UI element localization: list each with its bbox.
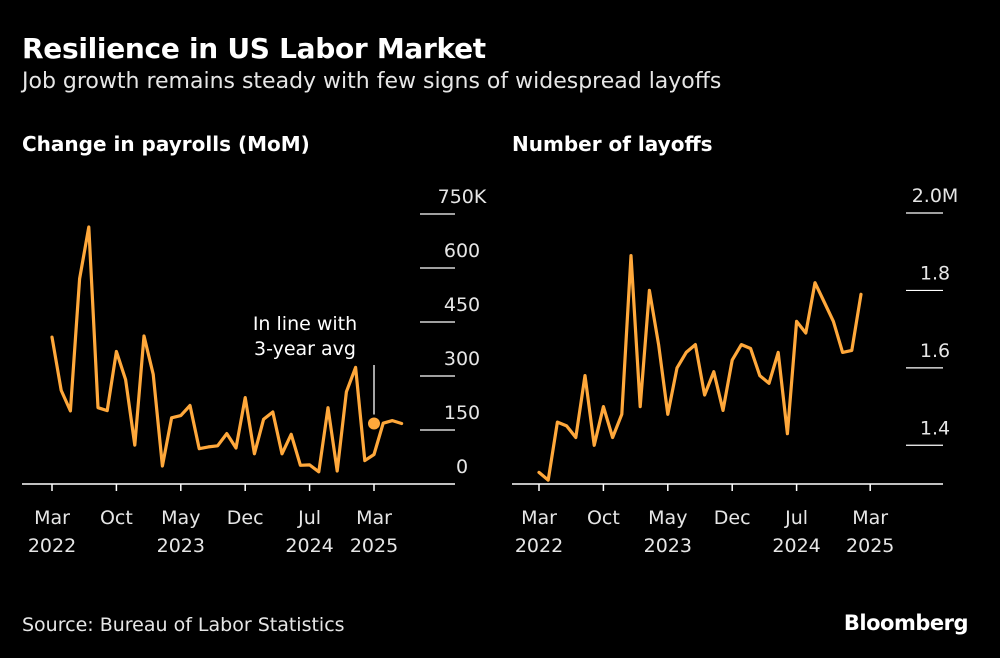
x-tick-year: 2025 xyxy=(350,535,398,557)
annotation-line1: In line with xyxy=(253,313,357,335)
x-tick-year: 2025 xyxy=(846,535,894,557)
y-tick-label: 750K xyxy=(438,186,487,208)
y-tick-label: 2.0M xyxy=(912,185,959,207)
x-tick-label: Jul xyxy=(784,507,808,529)
x-tick-label: May xyxy=(161,507,200,529)
x-tick-label: Oct xyxy=(587,507,620,529)
x-tick-label: Mar xyxy=(521,507,557,529)
highlight-point xyxy=(368,417,380,430)
x-tick-year: 2024 xyxy=(285,535,333,557)
x-tick-year: 2023 xyxy=(157,535,205,557)
x-tick-label: Oct xyxy=(100,507,133,529)
layoffs-chart: 1.4 1.6 1.8 2.0M Mar 2022 Oct May 2023 Dec Jul 2024… xyxy=(512,185,958,557)
x-tick-label: Mar xyxy=(34,507,70,529)
chart-title: Resilience in US Labor Market xyxy=(22,32,486,65)
x-tick-year: 2022 xyxy=(515,535,563,557)
y-tick-label: 1.6 xyxy=(920,340,950,362)
y-tick-label: 1.4 xyxy=(920,417,950,439)
panel-title-layoffs: Number of layoffs xyxy=(512,132,713,156)
y-tick-label: 1.8 xyxy=(920,262,950,284)
source-note: Source: Bureau of Labor Statistics xyxy=(22,614,345,636)
payrolls-line xyxy=(50,225,404,474)
x-tick-year: 2022 xyxy=(28,535,76,557)
y-tick-label: 150 xyxy=(444,402,480,424)
layoffs-line xyxy=(537,254,863,482)
payrolls-chart: 0 150 300 450 600 750K Mar 2022 Oct May 2023 Dec Jul… xyxy=(22,186,487,557)
y-tick-label: 450 xyxy=(444,294,480,316)
x-tick-label: May xyxy=(648,507,687,529)
x-tick-year: 2023 xyxy=(644,535,692,557)
bloomberg-logo: Bloomberg xyxy=(843,611,969,635)
x-tick-label: Mar xyxy=(356,507,392,529)
x-tick-year: 2024 xyxy=(772,535,820,557)
x-tick-label: Jul xyxy=(297,507,321,529)
annotation-line2: 3-year avg xyxy=(254,338,356,360)
x-tick-label: Mar xyxy=(852,507,888,529)
x-tick-label: Dec xyxy=(227,507,264,529)
panel-title-payrolls: Change in payrolls (MoM) xyxy=(22,132,310,156)
y-tick-label: 0 xyxy=(456,456,468,478)
y-tick-label: 300 xyxy=(444,348,480,370)
chart-subtitle: Job growth remains steady with few signs… xyxy=(22,69,722,94)
x-tick-label: Dec xyxy=(714,507,751,529)
y-tick-label: 600 xyxy=(444,240,480,262)
